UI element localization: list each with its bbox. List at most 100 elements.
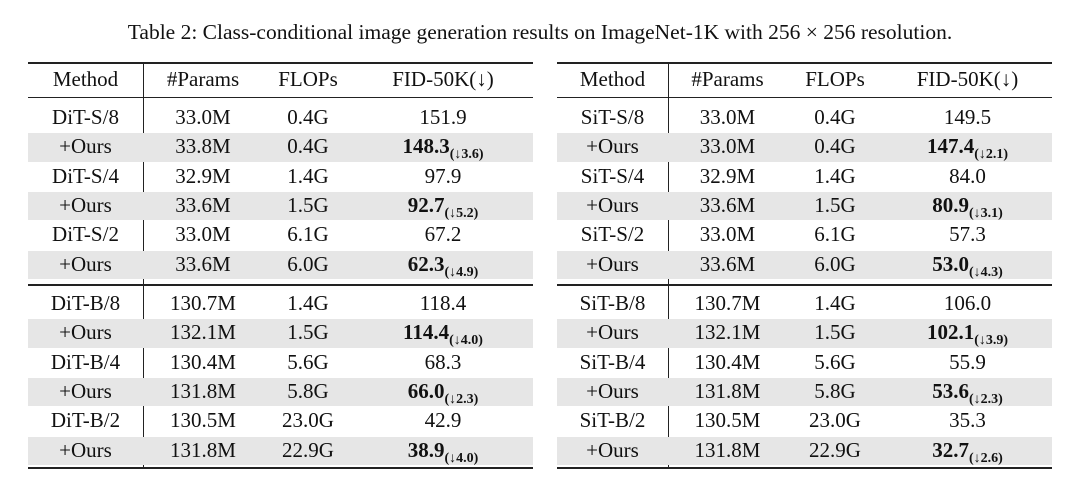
table-cell: 23.0G — [282, 408, 334, 433]
table-cell: 130.5M — [170, 408, 236, 433]
table-cell: 147.4(↓2.1) — [883, 132, 1052, 162]
table-cell: 33.0M — [699, 134, 756, 159]
table-cell: 130.7M — [170, 291, 236, 315]
table-cell: +Ours — [59, 378, 112, 403]
table-cell: 32.7(↓2.6) — [883, 436, 1052, 466]
table-cell: +Ours — [59, 134, 112, 159]
header-cell: #Params — [166, 67, 240, 91]
row-highlight — [557, 191, 1052, 221]
table-cell: 33.6M — [175, 251, 231, 276]
header-cell: FLOPs — [278, 67, 338, 91]
row-highlight — [28, 191, 533, 221]
table-cell: 131.8M — [170, 437, 236, 462]
table-cell: DiT-S/4 — [52, 163, 119, 188]
header-rule — [28, 97, 533, 98]
fid-value: 32.7 — [932, 437, 969, 462]
table-cell: 132.1M — [694, 320, 761, 345]
table-cell: +Ours — [586, 251, 639, 276]
fid-value: 148.3 — [402, 134, 450, 159]
table-cell: SiT-S/4 — [580, 163, 645, 188]
table-cell: 149.5 — [943, 105, 992, 129]
header-cell: FID-50K(↓) — [916, 67, 1019, 91]
fid-delta: (↓3.9) — [974, 333, 1009, 349]
table-cell: 6.1G — [814, 222, 856, 247]
fid-value: 53.0 — [932, 251, 969, 276]
table-cell: SiT-B/4 — [579, 349, 646, 374]
table-cell: 132.1M — [170, 320, 236, 345]
row-highlight — [28, 377, 533, 407]
fid-value: 62.3 — [407, 251, 445, 276]
table-cell: 1.5G — [814, 320, 856, 345]
table-cell: +Ours — [59, 192, 112, 217]
header-cell: FID-50K(↓) — [392, 67, 494, 91]
row-highlight — [28, 250, 533, 279]
table-cell: 5.8G — [287, 378, 329, 403]
table-cell: 131.8M — [694, 378, 761, 403]
table-cell: DiT-S/2 — [52, 222, 119, 247]
table-cell: +Ours — [586, 134, 639, 159]
table-cell: 32.9M — [699, 163, 756, 188]
table-cell: 57.3 — [949, 222, 986, 247]
table-cell: SiT-S/2 — [580, 222, 645, 247]
table-cell: 1.5G — [287, 320, 329, 345]
mid-rule — [28, 284, 533, 286]
header-cell: Method — [52, 67, 119, 91]
table-cell: 33.0M — [699, 222, 756, 247]
table-cell: DiT-B/2 — [50, 408, 121, 433]
table-cell: 1.4G — [287, 291, 329, 315]
table-cell: 130.4M — [694, 349, 761, 374]
table-cell: 35.3 — [949, 408, 986, 433]
row-highlight — [557, 250, 1052, 279]
table-cell: 1.4G — [814, 163, 856, 188]
fid-value: 66.0 — [407, 378, 445, 403]
table-cell: 0.4G — [287, 105, 329, 129]
table-cell: 1.5G — [814, 192, 856, 217]
table-cell: 97.9 — [424, 163, 462, 188]
table-cell: 42.9 — [424, 408, 462, 433]
row-highlight — [28, 319, 533, 348]
table-cell: 38.9(↓4.0) — [353, 436, 533, 466]
row-highlight — [557, 133, 1052, 162]
table-cell: 66.0(↓2.3) — [353, 377, 533, 407]
table-cell: 33.0M — [175, 105, 231, 129]
table-cell: 130.4M — [170, 349, 236, 374]
table-cell: +Ours — [586, 320, 639, 345]
header-rule — [557, 97, 1052, 98]
table-cell: 33.0M — [699, 105, 756, 129]
table-cell: 67.2 — [424, 222, 462, 247]
table-cell: 118.4 — [419, 291, 467, 315]
fid-delta: (↓2.3) — [968, 391, 1003, 407]
table-cell: 106.0 — [943, 291, 992, 315]
table-cell: 92.7(↓5.2) — [353, 191, 533, 221]
table-cell: 33.6M — [175, 192, 231, 217]
fid-value: 92.7 — [407, 192, 445, 217]
table-cell: 6.0G — [287, 251, 329, 276]
table-cell: 68.3 — [424, 349, 462, 374]
fid-value: 147.4 — [926, 134, 975, 159]
header-cell: Method — [579, 67, 646, 91]
top-rule — [557, 62, 1052, 64]
table-cell: 33.8M — [175, 134, 231, 159]
table-cell: SiT-B/2 — [579, 408, 646, 433]
fid-delta: (↓4.3) — [968, 264, 1003, 280]
table-cell: SiT-S/8 — [580, 105, 645, 129]
table-cell: 22.9G — [809, 437, 861, 462]
table-cell: DiT-B/4 — [50, 349, 121, 374]
table-cell: 0.4G — [814, 134, 856, 159]
table-cell: 148.3(↓3.6) — [353, 132, 533, 162]
bottom-rule — [557, 467, 1052, 469]
table-cell: 1.5G — [287, 192, 329, 217]
fid-delta: (↓4.0) — [444, 450, 479, 466]
table-cell: 130.5M — [694, 408, 761, 433]
table-cell: 1.4G — [814, 291, 856, 315]
table-cell: 33.6M — [699, 251, 756, 276]
table-cell: +Ours — [59, 437, 112, 462]
table-cell: 32.9M — [175, 163, 231, 188]
row-highlight — [28, 436, 533, 465]
table-cell: 23.0G — [809, 408, 861, 433]
table-cell: 6.0G — [814, 251, 856, 276]
table-cell: 102.1(↓3.9) — [883, 318, 1052, 349]
table-cell: 22.9G — [282, 437, 334, 462]
fid-value: 53.6 — [932, 378, 969, 403]
